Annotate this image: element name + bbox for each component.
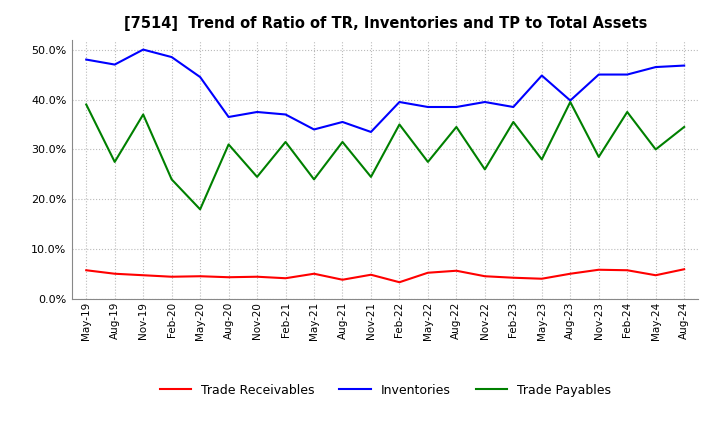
Trade Receivables [338,277,347,282]
Trade Receivables [139,273,148,278]
Trade Payables [253,174,261,180]
Trade Payables [310,177,318,182]
Inventories [366,129,375,135]
Inventories [110,62,119,67]
Inventories [623,72,631,77]
Trade Payables [452,125,461,130]
Trade Receivables [167,274,176,279]
Trade Payables [338,139,347,145]
Trade Payables [139,112,148,117]
Trade Receivables [253,274,261,279]
Trade Receivables [652,273,660,278]
Trade Receivables [196,274,204,279]
Inventories [196,74,204,80]
Trade Payables [82,102,91,107]
Inventories [253,110,261,115]
Inventories [566,98,575,103]
Inventories [395,99,404,105]
Inventories [595,72,603,77]
Trade Payables [110,159,119,165]
Trade Receivables [423,270,432,275]
Trade Receivables [623,268,631,273]
Inventories [338,119,347,125]
Trade Receivables [366,272,375,277]
Trade Receivables [566,271,575,276]
Trade Payables [623,110,631,115]
Trade Payables [423,159,432,165]
Trade Payables [225,142,233,147]
Trade Payables [196,207,204,212]
Trade Payables [652,147,660,152]
Line: Trade Receivables: Trade Receivables [86,269,684,282]
Trade Payables [480,167,489,172]
Inventories [139,47,148,52]
Trade Receivables [82,268,91,273]
Trade Payables [680,125,688,130]
Line: Trade Payables: Trade Payables [86,102,684,209]
Trade Payables [537,157,546,162]
Trade Receivables [310,271,318,276]
Inventories [652,64,660,70]
Trade Receivables [282,275,290,281]
Trade Receivables [395,279,404,285]
Trade Payables [595,154,603,160]
Trade Payables [395,122,404,127]
Trade Receivables [110,271,119,276]
Inventories [82,57,91,62]
Inventories [537,73,546,78]
Inventories [509,104,518,110]
Trade Receivables [225,275,233,280]
Title: [7514]  Trend of Ratio of TR, Inventories and TP to Total Assets: [7514] Trend of Ratio of TR, Inventories… [124,16,647,32]
Line: Inventories: Inventories [86,50,684,132]
Inventories [310,127,318,132]
Trade Receivables [537,276,546,281]
Inventories [452,104,461,110]
Trade Receivables [509,275,518,280]
Inventories [680,63,688,68]
Trade Receivables [480,274,489,279]
Trade Payables [167,177,176,182]
Inventories [480,99,489,105]
Trade Payables [509,119,518,125]
Trade Payables [282,139,290,145]
Trade Payables [566,99,575,105]
Inventories [423,104,432,110]
Trade Receivables [680,267,688,272]
Inventories [282,112,290,117]
Inventories [167,55,176,60]
Inventories [225,114,233,120]
Trade Receivables [452,268,461,273]
Trade Payables [366,174,375,180]
Trade Receivables [595,267,603,272]
Legend: Trade Receivables, Inventories, Trade Payables: Trade Receivables, Inventories, Trade Pa… [155,379,616,402]
